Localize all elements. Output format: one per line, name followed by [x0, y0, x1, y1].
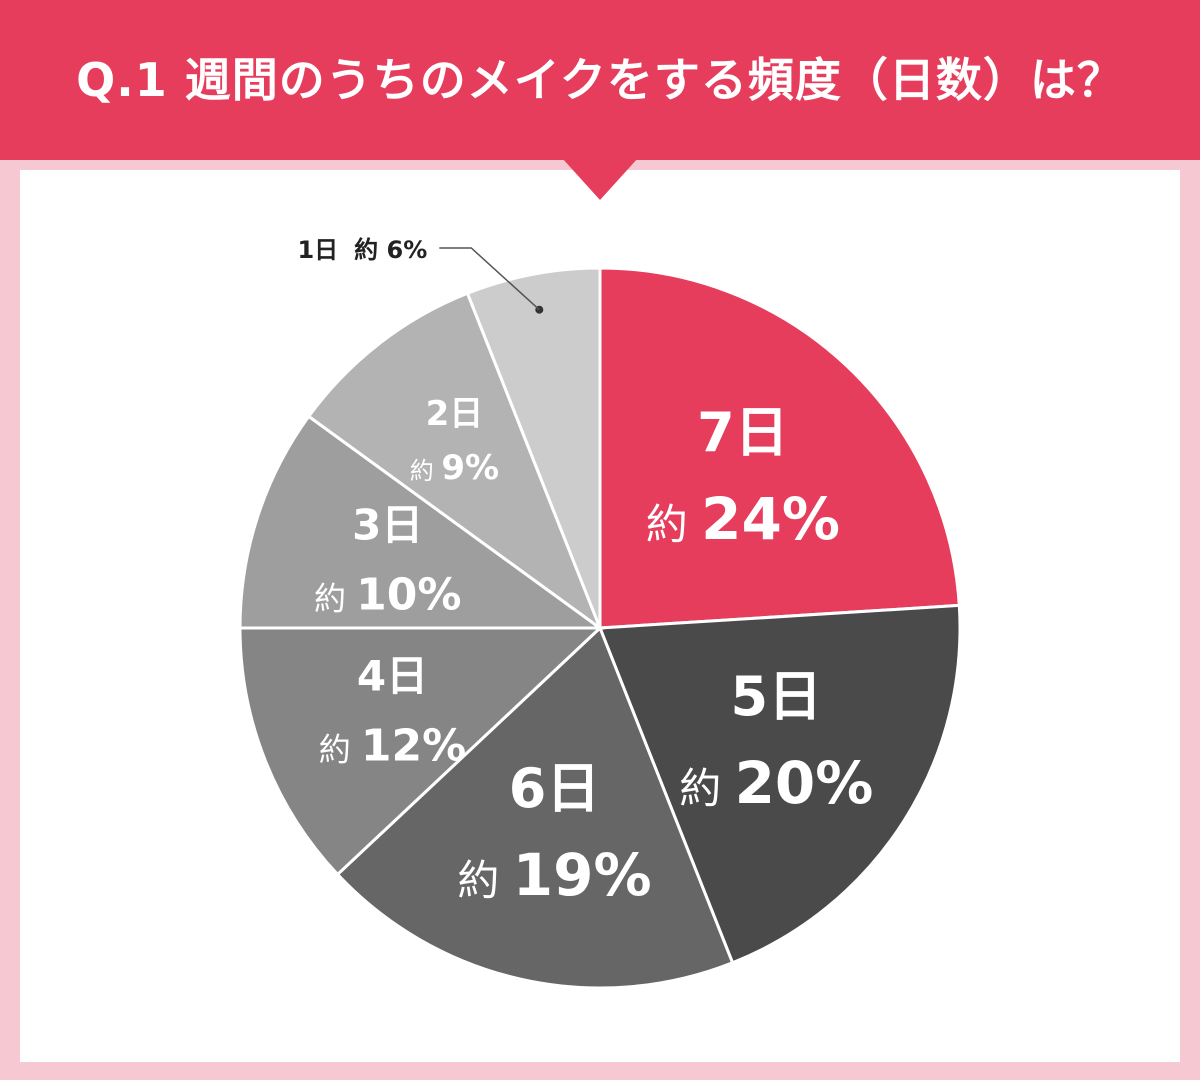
pie-slice-4日: [238, 626, 604, 877]
pie-label-6日: 6日: [509, 757, 601, 820]
pie-value-7日: 約 24%: [646, 485, 840, 553]
pie-label-7日: 7日: [697, 401, 789, 464]
pie-label-1日: 1日約 6%: [297, 236, 427, 264]
pie-label-4日: 4日: [357, 652, 428, 701]
pie-slice-5日: [597, 603, 962, 965]
pie-value-3日: 約 10%: [314, 569, 462, 620]
pie-slice-6日: [335, 625, 735, 990]
pie-labels: 7日約 24% 5日約 20% 6日約 19% 4日約 12% 3日約 10% 2日約 9…: [297, 236, 873, 909]
banner-pointer: [562, 158, 638, 200]
chart-title: Q.1 週間のうちのメイクをする頻度（日数）は？: [76, 53, 1124, 107]
pie-slice-1日: [465, 266, 602, 629]
pie-slice-3日: [238, 414, 605, 630]
title-banner: [0, 0, 1200, 160]
pie-slices: [238, 266, 962, 990]
pie-leader-line: [439, 247, 540, 311]
pie-label-3日: 3日: [352, 500, 423, 549]
pie-label-2日: 2日: [426, 394, 484, 434]
pie-slice-7日: [598, 266, 961, 630]
pie-value-5日: 約 20%: [679, 749, 873, 817]
pie-value-2日: 約 9%: [410, 448, 499, 488]
pie-slice-2日: [306, 291, 604, 633]
pie-label-5日: 5日: [731, 665, 823, 728]
pie-value-6日: 約 19%: [457, 841, 651, 909]
pie-value-4日: 約 12%: [319, 721, 467, 772]
